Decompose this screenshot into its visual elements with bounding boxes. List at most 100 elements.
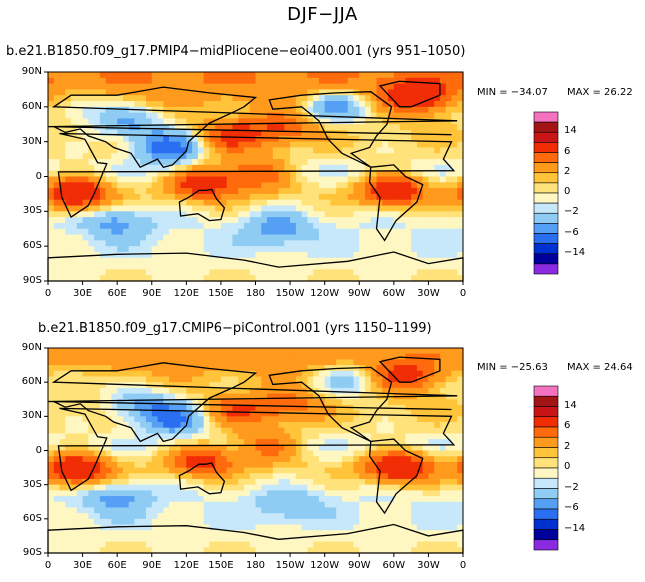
field-cell xyxy=(290,101,297,108)
field-cell xyxy=(65,422,72,429)
field-cell xyxy=(76,135,84,143)
field-cell xyxy=(180,422,187,429)
field-cell xyxy=(209,422,216,429)
field-cell xyxy=(226,188,234,195)
field-cell xyxy=(157,404,164,412)
field-cell xyxy=(451,359,458,366)
field-cell xyxy=(434,496,441,503)
field-cell xyxy=(59,251,66,259)
field-cell xyxy=(278,501,285,509)
field-cell xyxy=(359,490,366,497)
field-cell xyxy=(399,188,406,195)
field-cell xyxy=(382,164,389,172)
field-cell xyxy=(255,473,262,480)
field-cell xyxy=(226,199,234,207)
field-cell xyxy=(169,524,176,531)
field-cell xyxy=(76,439,84,446)
field-cell xyxy=(220,393,228,400)
field-cell xyxy=(157,130,164,137)
field-cell xyxy=(238,170,245,178)
field-cell xyxy=(157,450,164,457)
field-cell xyxy=(405,456,412,463)
field-cell xyxy=(457,141,464,149)
field-cell xyxy=(249,496,257,503)
field-cell xyxy=(105,473,112,480)
field-cell xyxy=(376,496,383,503)
field-cell xyxy=(151,170,159,178)
field-cell xyxy=(238,182,245,189)
field-cell xyxy=(301,182,308,189)
field-cell xyxy=(267,83,274,91)
field-cell xyxy=(243,427,251,435)
field-cell xyxy=(186,444,193,452)
field-cell xyxy=(393,353,401,360)
field-cell xyxy=(330,112,337,120)
field-cell xyxy=(347,95,355,102)
field-cell xyxy=(220,176,228,183)
field-cell xyxy=(53,353,61,360)
field-cell xyxy=(145,461,153,469)
field-cell xyxy=(353,450,360,457)
field-cell xyxy=(180,404,187,412)
field-cell xyxy=(151,257,159,265)
field-cell xyxy=(99,246,107,253)
field-cell xyxy=(267,72,274,79)
field-cell xyxy=(318,83,326,91)
field-cell xyxy=(365,101,372,108)
field-cell xyxy=(353,422,360,429)
field-cell xyxy=(203,263,210,270)
field-cell xyxy=(226,393,234,400)
field-cell xyxy=(267,382,274,389)
field-cell xyxy=(197,164,205,172)
field-cell xyxy=(122,439,130,446)
field-cell xyxy=(411,456,418,463)
field-cell xyxy=(59,490,66,497)
field-cell xyxy=(203,112,210,120)
field-cell xyxy=(209,359,216,366)
field-cell xyxy=(295,461,303,469)
field-cell xyxy=(451,101,458,108)
field-cell xyxy=(232,112,239,120)
field-cell xyxy=(411,263,418,270)
field-cell xyxy=(174,83,182,91)
field-cell xyxy=(255,484,262,491)
field-cell xyxy=(445,382,453,389)
field-cell xyxy=(324,170,332,178)
field-cell xyxy=(192,478,199,486)
field-cell xyxy=(82,135,89,143)
field-cell xyxy=(59,77,66,85)
field-cell xyxy=(439,106,447,114)
field-cell xyxy=(376,234,383,241)
field-cell xyxy=(313,170,320,178)
field-cell xyxy=(359,83,366,91)
field-cell xyxy=(65,240,72,247)
field-cell xyxy=(388,234,395,241)
field-cell xyxy=(111,513,118,520)
field-cell xyxy=(336,433,343,440)
field-cell xyxy=(457,275,464,282)
field-cell xyxy=(209,176,216,183)
field-cell xyxy=(272,205,280,212)
field-cell xyxy=(59,222,66,230)
field-cell xyxy=(82,234,89,241)
field-cell xyxy=(336,211,343,218)
field-cell xyxy=(301,228,308,236)
field-cell xyxy=(295,359,303,366)
field-cell xyxy=(255,176,262,183)
field-cell xyxy=(330,124,337,131)
field-cell xyxy=(295,118,303,125)
field-cell xyxy=(180,450,187,457)
field-cell xyxy=(140,473,147,480)
field-cell xyxy=(445,387,453,395)
field-cell xyxy=(457,159,464,166)
field-cell xyxy=(261,275,268,282)
field-cell xyxy=(278,89,285,96)
field-cell xyxy=(122,490,130,497)
field-cell xyxy=(445,77,453,85)
field-cell xyxy=(330,427,337,435)
field-cell xyxy=(128,77,136,85)
field-cell xyxy=(261,124,268,131)
field-cell xyxy=(439,72,447,79)
field-cell xyxy=(313,222,320,230)
field-cell xyxy=(411,269,418,276)
